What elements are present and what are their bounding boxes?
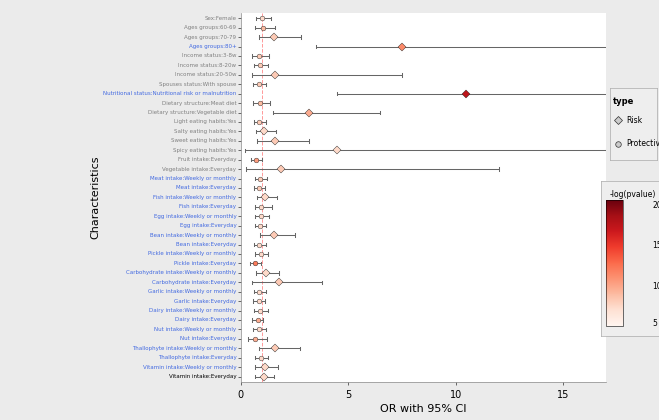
Text: Risk: Risk: [626, 116, 643, 125]
Text: 15: 15: [652, 241, 659, 250]
X-axis label: OR with 95% CI: OR with 95% CI: [380, 404, 467, 414]
Text: -log(pvalue): -log(pvalue): [610, 190, 656, 199]
Text: 5: 5: [652, 319, 657, 328]
Text: type: type: [614, 97, 635, 106]
Text: Protective: Protective: [626, 139, 659, 148]
Y-axis label: Characteristics: Characteristics: [90, 156, 100, 239]
Text: 20: 20: [652, 201, 659, 210]
Text: 10: 10: [652, 282, 659, 291]
